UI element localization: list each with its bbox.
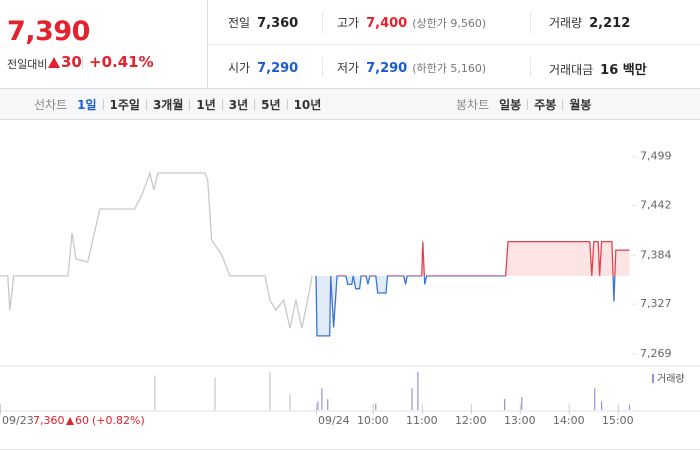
annotation-rate: (+0.82%) [92, 414, 145, 427]
tab[interactable]: 3개월 [152, 97, 184, 112]
tab-separator [527, 98, 529, 110]
change-rate: +0.41% [89, 53, 154, 71]
x-tick-label: 15:00 [602, 414, 634, 427]
volume-bar [601, 401, 603, 410]
stat-label: 거래대금 [549, 63, 594, 77]
stat: 거래량 2,212 [549, 14, 630, 31]
tab[interactable]: 5년 [261, 97, 281, 112]
stat: 고가 7,400 (상한가 9,560) [337, 14, 486, 31]
stat-label: 전일 [228, 16, 251, 30]
volume-bar [214, 377, 216, 410]
x-tick-label: 10:00 [357, 414, 389, 427]
area-shade [316, 241, 630, 276]
stat: 시가 7,290 [228, 59, 298, 76]
tab-separator [254, 98, 256, 110]
legend-swatch [652, 374, 654, 383]
divider [530, 57, 531, 77]
volume-bar [504, 399, 506, 410]
stat-value: 7,360 [257, 16, 299, 31]
line-tabs: 선차트 1일 1주일 3개월 1년 3년 5년 10년 [34, 89, 321, 119]
divider [82, 56, 83, 69]
annotation-arrow [66, 417, 74, 425]
volume-bar [521, 396, 523, 410]
x-tick-label: 09/23 [2, 414, 34, 427]
tab-separator [102, 98, 104, 110]
up-arrow [48, 57, 60, 68]
volume-bar [317, 401, 319, 410]
volume-bar [628, 404, 631, 410]
tab-group-label: 선차트 [34, 97, 68, 112]
tab-separator [189, 98, 191, 110]
y-tick-label: 7,384 [640, 248, 672, 261]
stat-value: 7,400 [366, 16, 408, 31]
y-tick-label: 7,269 [640, 347, 672, 360]
stat-note: (상한가 9,560) [412, 17, 487, 30]
volume-bar [321, 388, 323, 410]
y-tick-label: 7,442 [640, 199, 672, 212]
x-tick-label: 12:00 [455, 414, 487, 427]
divider [322, 57, 323, 77]
price-line [0, 170, 313, 329]
volume-bar [269, 372, 271, 410]
tab[interactable]: 1주일 [109, 97, 140, 112]
annotation-close: 7,360 [33, 414, 65, 427]
volume-bar [594, 388, 596, 410]
change-label: 전일대비 [7, 58, 48, 71]
stat-label: 거래량 [549, 16, 583, 30]
tab-separator [221, 98, 223, 110]
stat-value: 2,212 [589, 16, 631, 31]
x-tick-label: 13:00 [504, 414, 536, 427]
volume-bar [417, 372, 419, 410]
tab-bar: 선차트 1일 1주일 3개월 1년 3년 5년 10년 봉차트 일봉 주봉 월봉 [0, 88, 700, 120]
volume-bar [327, 399, 329, 410]
stat: 전일 7,360 [228, 14, 298, 31]
change: 30 [61, 53, 82, 71]
annotation-change: 60 [75, 414, 89, 427]
tab[interactable]: 3년 [228, 97, 249, 112]
stat-note: (하한가 5,160) [412, 62, 487, 75]
tab-separator [562, 98, 564, 110]
tab[interactable]: 주봉 [534, 97, 557, 112]
divider [322, 13, 323, 33]
volume-bar [154, 375, 156, 410]
stat-value: 7,290 [366, 61, 408, 76]
divider [208, 44, 700, 45]
y-tick-label: 7,327 [640, 297, 672, 310]
tab[interactable]: 일봉 [499, 97, 522, 112]
volume-bar [375, 403, 377, 410]
legend-label: 거래량 [657, 373, 685, 385]
x-tick-label: 11:00 [406, 414, 438, 427]
tab[interactable]: 1년 [196, 97, 216, 112]
y-tick-label: 7,499 [640, 150, 672, 163]
price-line [336, 240, 630, 276]
stat-label: 저가 [337, 61, 360, 75]
stat: 거래대금 16 백만 [549, 59, 647, 78]
volume-bar [289, 393, 291, 410]
price: 7,390 [7, 16, 90, 47]
stat-value: 16 백만 [600, 63, 647, 78]
tab[interactable]: 1일 [77, 97, 97, 112]
stat-label: 시가 [228, 61, 251, 75]
tab[interactable]: 월봉 [569, 97, 592, 112]
divider [207, 0, 208, 88]
stat-value: 7,290 [257, 61, 299, 76]
x-tick-label: 09/24 [318, 414, 350, 427]
x-tick-label: 14:00 [553, 414, 585, 427]
candle-tabs: 봉차트 일봉 주봉 월봉 [456, 89, 591, 119]
volume-bar [411, 388, 413, 410]
tab[interactable]: 10년 [293, 97, 322, 112]
header: 7,390 전일대비 30 +0.41% 전일 7,360 고가 7,400 (상한가 … [0, 0, 700, 88]
price-line [315, 275, 616, 337]
tab-separator [286, 98, 288, 110]
divider [530, 13, 531, 33]
stat-label: 고가 [337, 16, 360, 30]
stat: 저가 7,290 (하한가 5,160) [337, 59, 486, 76]
tab-separator [145, 98, 147, 110]
tab-group-label: 봉차트 [456, 97, 490, 112]
